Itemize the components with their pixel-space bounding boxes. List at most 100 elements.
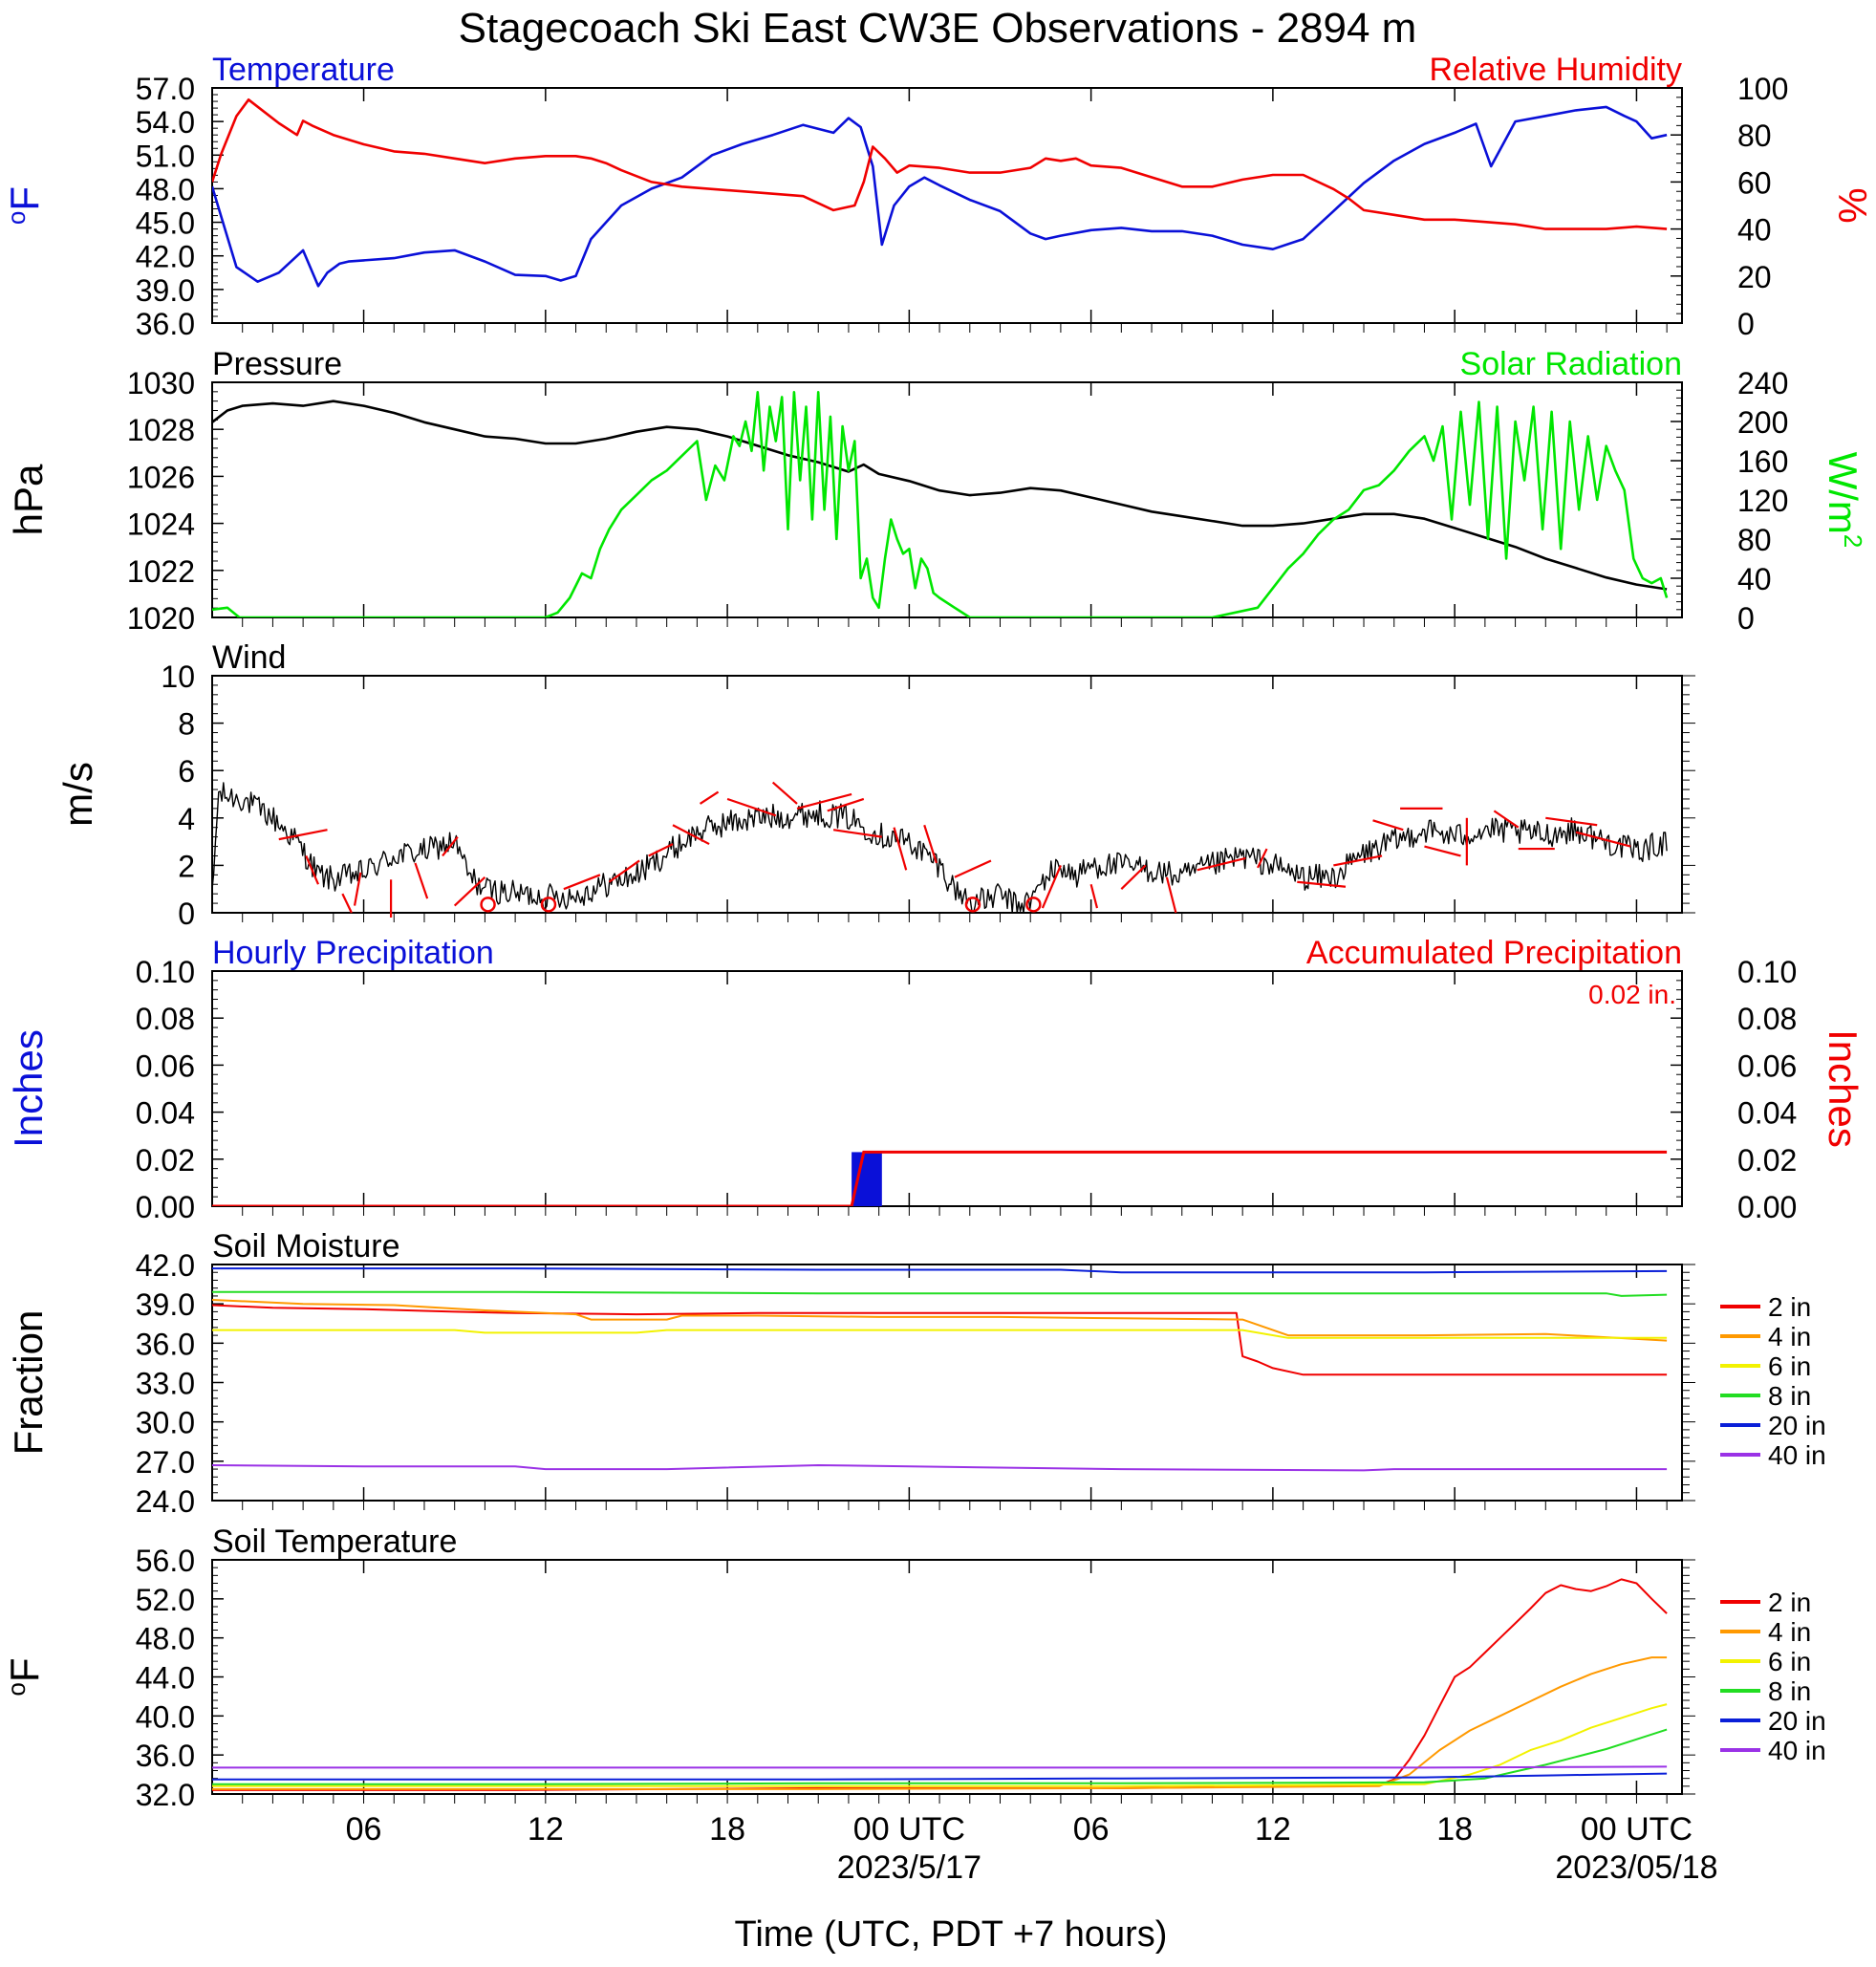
- calm-wind-circle: [964, 897, 981, 913]
- unit-text: W/m: [1821, 452, 1865, 534]
- series-line-0: [212, 400, 1668, 591]
- y-tick-label: 0.08: [1737, 1002, 1797, 1036]
- wind-barb: [672, 824, 710, 846]
- legend-label: 20 in: [1768, 1411, 1826, 1440]
- y-axis-title-left: Inches: [6, 1029, 51, 1148]
- panel-precip: Hourly Precipitation Accumulated Precipit…: [6, 935, 1865, 1224]
- y-tick-label: 1024: [127, 508, 195, 542]
- series-line-0: [212, 782, 1668, 913]
- wind-barb: [1041, 864, 1062, 909]
- y-axis-title-right: %: [1830, 187, 1875, 223]
- y-axis-title-left: m/s: [55, 762, 100, 827]
- wind-barb: [1333, 854, 1383, 867]
- series-line-1: [212, 1656, 1668, 1790]
- y-tick-label: 20: [1737, 260, 1772, 294]
- unit-letter: F: [2, 1657, 47, 1682]
- x-tick-label: 06: [1073, 1811, 1110, 1848]
- series-line-1: [212, 391, 1669, 617]
- series-line-3: [212, 1290, 1668, 1297]
- y-tick-label: 1022: [127, 554, 195, 589]
- y-tick-label: 0: [178, 897, 195, 931]
- plot-frame: [211, 1559, 1683, 1795]
- wind-barb: [796, 792, 852, 810]
- y-tick-label: 0.02: [1737, 1143, 1797, 1178]
- panel-title-right: Solar Radiation: [1460, 346, 1682, 382]
- y-tick-label: 1026: [127, 460, 195, 494]
- y-tick-label: 48.0: [136, 172, 195, 206]
- wind-barb: [1545, 816, 1598, 827]
- legend-label: 6 in: [1768, 1647, 1811, 1676]
- series-line-3: [212, 1728, 1668, 1785]
- wind-barb: [1197, 856, 1246, 872]
- wind-barb: [453, 875, 486, 907]
- series-line-0: [212, 105, 1668, 288]
- plot-area: [212, 391, 1669, 617]
- y-tick-label: 39.0: [136, 273, 195, 308]
- page-title: Stagecoach Ski East CW3E Observations - …: [459, 5, 1417, 52]
- panel-title-right: Accumulated Precipitation: [1306, 935, 1682, 971]
- panel-pressure-solar: Pressure Solar Radiation 1030 1028 1026 1024 1…: [6, 346, 1867, 636]
- plot-area: [212, 98, 1668, 288]
- x-tick-label: 00 UTC: [1581, 1811, 1693, 1848]
- y-axis-title-left: oF: [2, 186, 47, 225]
- y-tick-label: 57.0: [136, 72, 195, 106]
- y-tick-label: 48.0: [136, 1622, 195, 1656]
- panel-soil-moisture: Soil Moisture 42.0 39.0 36.0 33.0 30.0 27.0 24.…: [6, 1228, 1826, 1519]
- calm-wind-circle: [540, 897, 557, 913]
- y-tick-label: 51.0: [136, 139, 195, 173]
- unit-superscript: 2: [1839, 534, 1867, 548]
- degree-mark: o: [2, 211, 31, 225]
- plot-frame: [211, 1264, 1683, 1502]
- plot-area: [212, 1150, 1668, 1206]
- y-tick-label: 33.0: [136, 1367, 195, 1401]
- y-tick-label: 160: [1737, 444, 1788, 479]
- wind-barb: [893, 827, 908, 871]
- wind-barb: [563, 874, 601, 891]
- panel-title-right: Relative Humidity: [1429, 52, 1682, 88]
- y-tick-label: 0: [1737, 307, 1755, 341]
- x-tick-label: 18: [709, 1811, 745, 1848]
- wind-barb: [414, 862, 429, 899]
- wind-barb: [353, 872, 362, 906]
- y-tick-label: 10: [161, 659, 195, 694]
- wind-barb: [923, 824, 938, 864]
- calm-wind-circle: [1025, 897, 1042, 913]
- unit-letter: F: [2, 186, 47, 211]
- legend-label: 4 in: [1768, 1322, 1811, 1351]
- y-tick-label: 0: [1737, 601, 1755, 636]
- y-tick-label: 0.06: [1737, 1048, 1797, 1083]
- y-tick-label: 0.08: [136, 1002, 195, 1036]
- y-tick-label: 0.00: [136, 1190, 195, 1224]
- wind-barb: [827, 797, 865, 812]
- plot-frame: [211, 87, 1683, 324]
- wind-barb: [954, 859, 992, 878]
- y-tick-label: 54.0: [136, 105, 195, 140]
- plot-frame: [211, 675, 1683, 914]
- y-tick-label: 8: [178, 707, 195, 742]
- series-line-5: [212, 1464, 1668, 1472]
- series-line-5: [212, 1765, 1668, 1769]
- legend-label: 2 in: [1768, 1588, 1811, 1617]
- y-tick-label: 40: [1737, 213, 1772, 248]
- panel-title-left: Wind: [212, 639, 286, 676]
- calm-wind-circle: [480, 897, 496, 913]
- x-tick-label: 12: [528, 1811, 564, 1848]
- y-tick-label: 100: [1737, 72, 1788, 106]
- y-tick-label: 0.06: [136, 1048, 195, 1083]
- legend-label: 4 in: [1768, 1617, 1811, 1647]
- y-tick-label: 32.0: [136, 1778, 195, 1812]
- y-axis-title-left: hPa: [6, 464, 51, 535]
- y-tick-label: 36.0: [136, 1739, 195, 1773]
- y-axis-title-right: Inches: [1821, 1029, 1865, 1148]
- wind-barb: [771, 781, 798, 805]
- x-tick-label: 18: [1436, 1811, 1473, 1848]
- x-date-label: 2023/05/18: [1555, 1849, 1717, 1886]
- y-axis-title-right: W/m2: [1821, 452, 1867, 549]
- plot-area: [212, 782, 1668, 913]
- y-tick-label: 0.10: [136, 955, 195, 989]
- series-line-4: [212, 1267, 1668, 1274]
- hourly-precip-bar: [852, 1152, 882, 1206]
- wind-barb: [832, 829, 882, 838]
